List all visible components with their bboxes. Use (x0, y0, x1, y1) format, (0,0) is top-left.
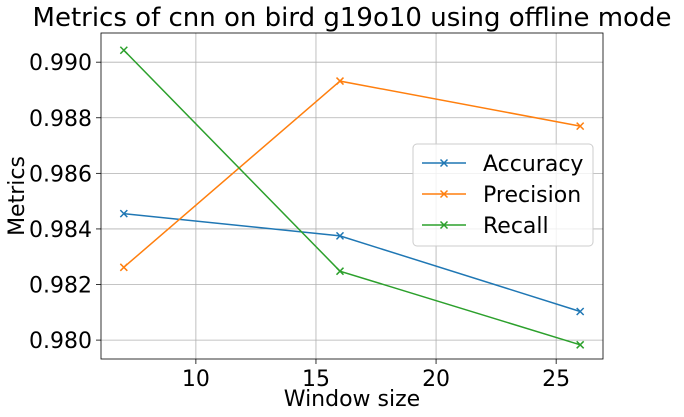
y-tick-label: 0.986 (29, 162, 92, 187)
legend: Accuracy Precision Recall (412, 143, 594, 247)
legend-label-accuracy: Accuracy (483, 152, 583, 177)
legend-box (412, 143, 594, 247)
legend-label-precision: Precision (483, 183, 581, 208)
precision-point (576, 122, 585, 131)
chart-title: Metrics of cnn on bird g19o10 using offl… (33, 3, 672, 33)
data-series (119, 46, 585, 349)
legend-marker-recall (439, 220, 449, 230)
y-tick-label: 0.980 (29, 329, 92, 354)
y-tick-label: 0.984 (29, 218, 92, 243)
x-tick-label: 15 (302, 367, 330, 392)
x-tick-label: 10 (182, 367, 210, 392)
accuracy-point (119, 209, 128, 218)
legend-label-recall: Recall (483, 214, 549, 239)
legend-marker-precision (439, 189, 449, 199)
axis-ticks: 10 15 20 25 0.980 0.982 0.984 0.986 0.988 0.990 (29, 51, 570, 392)
x-tick-label: 25 (542, 367, 570, 392)
recall-point (119, 46, 128, 55)
plot-frame (100, 32, 604, 360)
recall-point (335, 267, 345, 276)
x-tick-label: 20 (422, 367, 450, 392)
y-tick-label: 0.988 (29, 107, 92, 132)
precision-point (119, 263, 128, 272)
precision-point (335, 77, 345, 86)
x-axis-label: Window size (284, 387, 420, 412)
accuracy-point (335, 231, 345, 240)
y-tick-label: 0.982 (29, 274, 92, 299)
y-tick-label: 0.990 (29, 51, 92, 76)
accuracy-point (576, 307, 585, 316)
recall-point (576, 340, 585, 349)
legend-marker-accuracy (439, 158, 449, 168)
y-axis-label: Metrics (5, 156, 30, 236)
